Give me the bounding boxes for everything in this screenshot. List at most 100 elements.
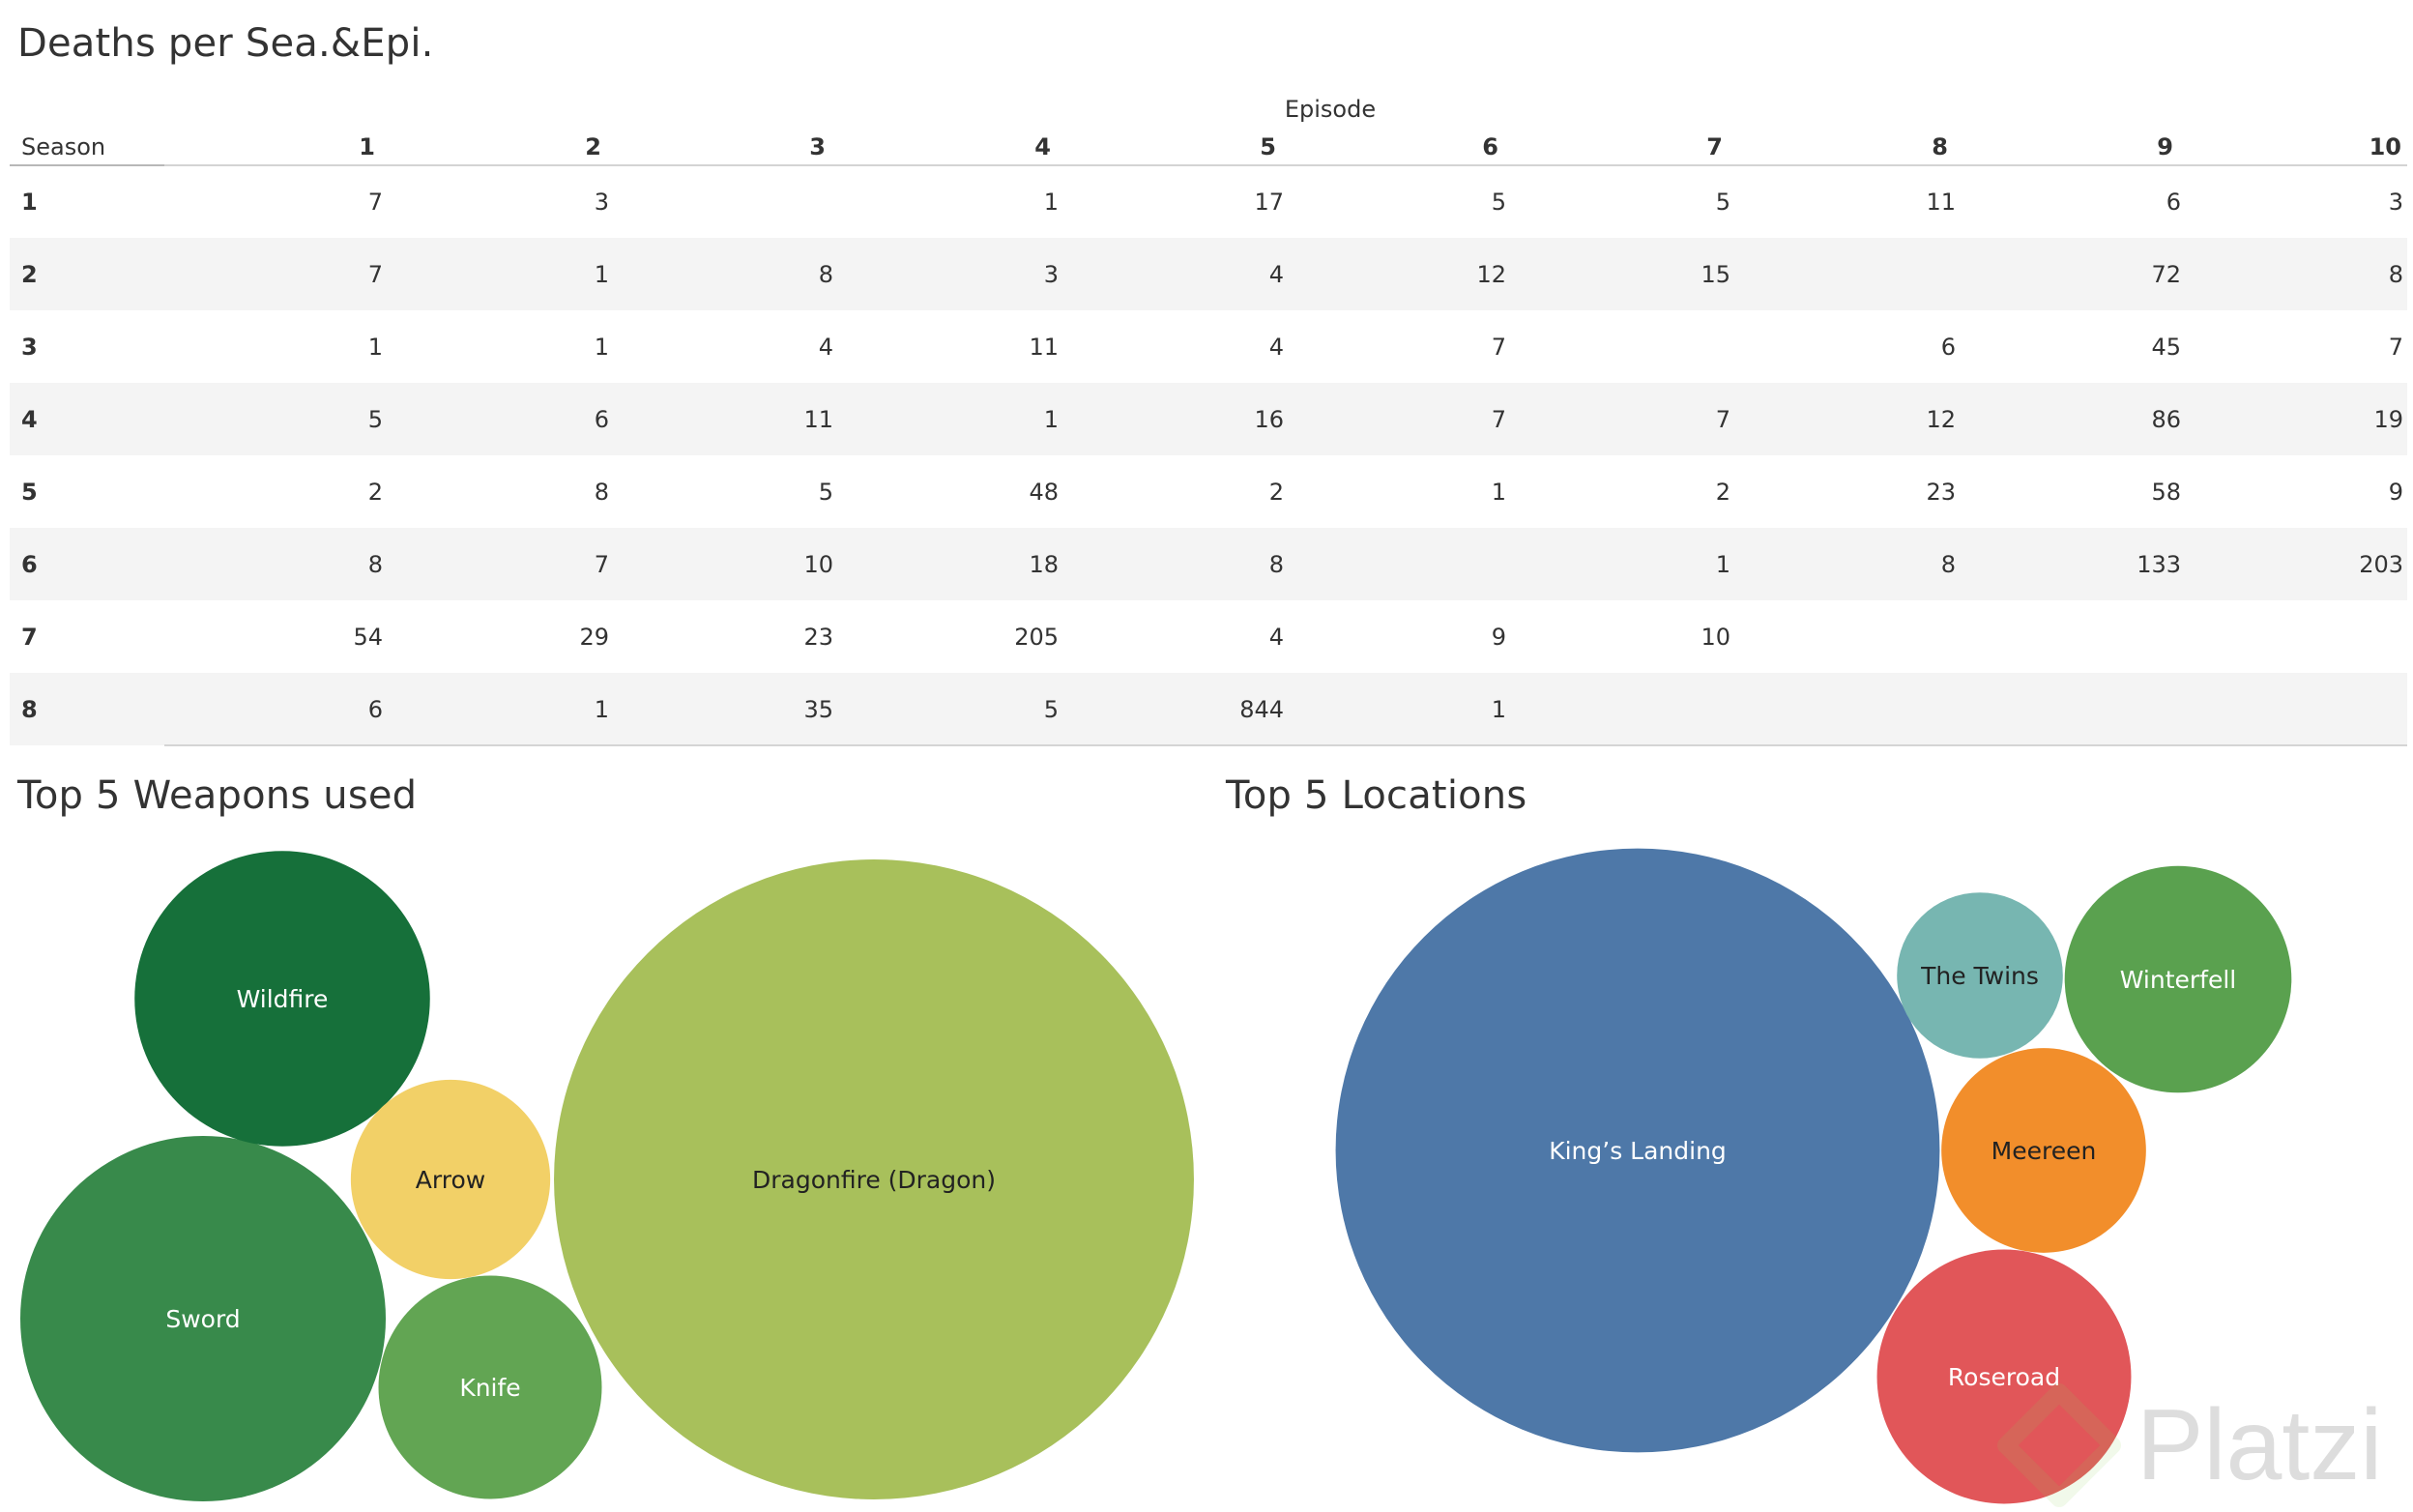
row-header: 5 [21, 479, 38, 506]
bubble[interactable]: Knife [378, 1275, 602, 1499]
column-header: 1 [359, 133, 375, 160]
column-header: 9 [2157, 133, 2173, 160]
table-cell: 9 [1492, 624, 1506, 651]
column-header: 6 [1482, 133, 1498, 160]
bubble-circle[interactable] [20, 1136, 386, 1501]
row-header: 3 [21, 334, 38, 361]
table-cell: 7 [1716, 406, 1730, 433]
bubble[interactable]: Winterfell [2064, 865, 2292, 1093]
bubble[interactable]: Sword [20, 1136, 386, 1501]
table-cell: 23 [1926, 479, 1956, 506]
row-header: 7 [21, 624, 38, 651]
bubble-label: King’s Landing [1549, 1137, 1727, 1165]
bubble-circle[interactable] [378, 1275, 602, 1499]
row-header: 2 [21, 261, 38, 288]
platzi-logo-icon [1997, 1383, 2121, 1507]
table-cell: 7 [1492, 334, 1506, 361]
table-row-band [10, 383, 2407, 455]
locations-title: Top 5 Locations [1226, 773, 1527, 818]
bubble-circle[interactable] [1941, 1048, 2146, 1253]
table-cell: 1 [1492, 696, 1506, 723]
table-cell: 18 [1029, 551, 1059, 578]
table-cell: 1 [595, 696, 609, 723]
table-cell: 6 [2166, 189, 2181, 216]
table-cell: 5 [819, 479, 833, 506]
table-cell: 9 [2389, 479, 2403, 506]
bubble-circle[interactable] [1897, 892, 2063, 1059]
bubble-label: Knife [459, 1374, 520, 1402]
bubble[interactable]: Dragonfire (Dragon) [554, 859, 1194, 1499]
bubble[interactable]: Roseroad [1876, 1249, 2132, 1504]
bubble-label: Roseroad [1948, 1363, 2060, 1391]
table-cell: 12 [1926, 406, 1956, 433]
bubble-circle[interactable] [554, 859, 1194, 1499]
table-cell: 6 [595, 406, 609, 433]
bubble[interactable]: King’s Landing [1335, 848, 1940, 1453]
column-header: 7 [1706, 133, 1723, 160]
table-cell: 3 [595, 189, 609, 216]
bubble-label: The Twins [1920, 962, 2039, 990]
table-cell: 5 [1044, 696, 1059, 723]
column-header: 2 [585, 133, 601, 160]
locations-bubble-chart: King’s Landing Roseroad Winterfell Meereen T… [1208, 841, 2413, 1508]
bubble[interactable]: The Twins [1897, 892, 2063, 1059]
row-header: 1 [21, 189, 38, 216]
bubble-circle[interactable] [134, 851, 430, 1147]
bubble[interactable]: Meereen [1941, 1048, 2146, 1253]
table-cell: 19 [2373, 406, 2403, 433]
bubble-circle[interactable] [350, 1079, 551, 1280]
table-cell: 11 [1029, 334, 1059, 361]
table-cell: 133 [2137, 551, 2181, 578]
table-cell: 45 [2151, 334, 2181, 361]
row-header: 8 [21, 696, 38, 723]
bubble-circle[interactable] [1335, 848, 1940, 1453]
table-cell: 48 [1029, 479, 1059, 506]
table-cell: 11 [1926, 189, 1956, 216]
table-cell: 4 [1269, 261, 1284, 288]
table-cell: 15 [1701, 261, 1730, 288]
table-cell: 4 [1269, 624, 1284, 651]
weapons-bubble-svg: Dragonfire (Dragon) Sword Wildfire Knife Arr… [20, 851, 1194, 1501]
table-title: Deaths per Sea.&Epi. [17, 21, 434, 66]
table-cell: 72 [2151, 261, 2181, 288]
bubble-label: Wildfire [237, 985, 329, 1013]
table-cell: 11 [803, 406, 833, 433]
column-header: 3 [809, 133, 826, 160]
table-cell: 7 [595, 551, 609, 578]
table-cell: 8 [819, 261, 833, 288]
table-cell: 1 [595, 334, 609, 361]
table-cell: 2 [368, 479, 383, 506]
table-cell: 1 [1044, 189, 1059, 216]
bubble[interactable]: Wildfire [134, 851, 430, 1147]
table-cell: 1 [1716, 551, 1730, 578]
table-cell: 8 [595, 479, 609, 506]
table-cell: 6 [368, 696, 383, 723]
table-cell: 4 [1269, 334, 1284, 361]
table-cell: 86 [2151, 406, 2181, 433]
locations-bubble-svg: King’s Landing Roseroad Winterfell Meereen T… [1335, 848, 2292, 1504]
bubble-label: Arrow [416, 1166, 485, 1194]
table-cell: 5 [1492, 189, 1506, 216]
table-cell: 205 [1014, 624, 1059, 651]
bubble-label: Winterfell [2120, 966, 2237, 994]
table-cell: 3 [2389, 189, 2403, 216]
bubble-circle[interactable] [1876, 1249, 2132, 1504]
table-cell: 2 [1716, 479, 1730, 506]
column-header: 8 [1932, 133, 1948, 160]
table-row-band [10, 673, 2407, 745]
column-header: 5 [1260, 133, 1276, 160]
platzi-watermark: Platzi [1991, 1373, 2407, 1508]
table-cell: 5 [368, 406, 383, 433]
bubble-label: Sword [165, 1305, 240, 1333]
bubble-circle[interactable] [2064, 865, 2292, 1093]
table-cell: 12 [1476, 261, 1506, 288]
table-cell: 7 [368, 189, 383, 216]
table-cell: 203 [2359, 551, 2403, 578]
table-cell: 8 [1941, 551, 1956, 578]
table-cell: 3 [1044, 261, 1059, 288]
table-cell: 16 [1254, 406, 1284, 433]
table-cell: 10 [1701, 624, 1730, 651]
table-cell: 17 [1254, 189, 1284, 216]
bubble[interactable]: Arrow [350, 1079, 551, 1280]
